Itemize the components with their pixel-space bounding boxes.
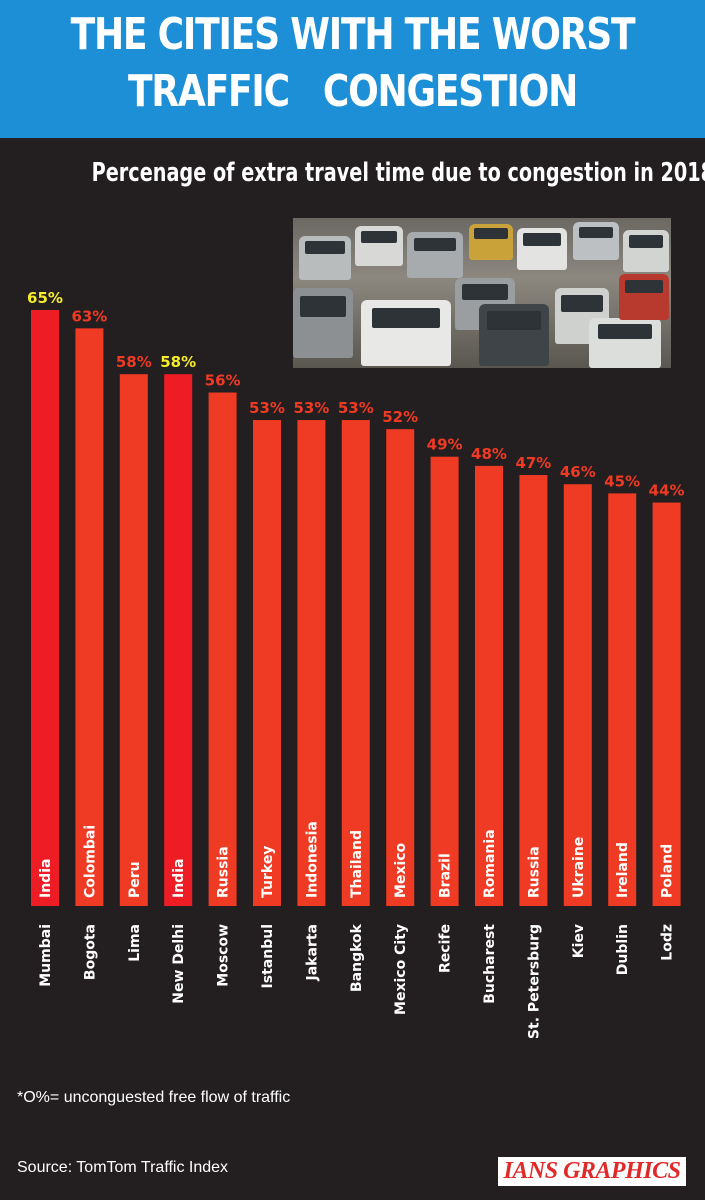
city-label-bangkok: Bangkok (349, 923, 365, 992)
value-label-lodz: 44% (649, 482, 685, 500)
bar-bucharest (475, 465, 503, 906)
city-label-new-delhi: New Delhi (171, 924, 187, 1004)
country-label-mumbai: India (38, 859, 54, 898)
bar-jakarta (297, 420, 326, 906)
country-label-lodz: Poland (660, 844, 676, 898)
value-label-kiev: 46% (560, 463, 596, 481)
country-label-bogota: Colombai (82, 825, 98, 898)
value-label-mumbai: 65% (27, 289, 63, 307)
country-label-kiev: Ukraine (571, 837, 587, 898)
country-label-recife: Brazil (438, 853, 454, 898)
title-line-1: THE CITIES WITH THE WORST (70, 9, 636, 60)
value-label-dublin: 45% (604, 472, 640, 490)
value-label-bucharest: 48% (471, 445, 507, 463)
city-label-dublin: Dublin (615, 924, 631, 975)
city-label-lima: Lima (127, 924, 143, 962)
value-label-jakarta: 53% (293, 399, 329, 417)
bar-moscow (208, 392, 237, 906)
ians-graphics-logo: IANS GRAPHICS (498, 1157, 686, 1186)
city-label-istanbul: Istanbul (260, 924, 276, 988)
value-label-moscow: 56% (205, 372, 241, 390)
city-label-st-petersburg: St. Petersburg (526, 924, 542, 1039)
bar-dublin (608, 493, 637, 906)
value-label-mexico-city: 52% (382, 408, 418, 426)
value-label-new-delhi: 58% (160, 353, 196, 371)
city-label-mumbai: Mumbai (38, 924, 54, 987)
title-banner: THE CITIES WITH THE WORST TRAFFIC CONGES… (0, 0, 705, 138)
country-label-dublin: Ireland (615, 842, 631, 898)
value-label-istanbul: 53% (249, 399, 285, 417)
city-label-bogota: Bogota (82, 924, 98, 980)
bar-mexico-city (386, 429, 415, 906)
value-label-lima: 58% (116, 353, 152, 371)
footnote: *O%= unconguested free flow of traffic (17, 1089, 291, 1106)
country-label-new-delhi: India (171, 859, 187, 898)
city-label-recife: Recife (438, 924, 454, 973)
bar-mumbai (31, 310, 59, 906)
country-label-moscow: Russia (216, 846, 232, 898)
city-label-kiev: Kiev (571, 924, 587, 958)
bar-kiev (563, 484, 592, 906)
chart-subtitle: Percenage of extra travel time due to co… (91, 158, 705, 188)
bar-istanbul (253, 420, 281, 906)
page-title: THE CITIES WITH THE WORST TRAFFIC CONGES… (63, 0, 641, 120)
city-label-bucharest: Bucharest (482, 924, 498, 1004)
value-label-recife: 49% (427, 436, 463, 454)
country-label-bucharest: Romania (482, 829, 498, 898)
source-note: Source: TomTom Traffic Index (17, 1159, 229, 1176)
bar-lima (119, 374, 148, 907)
city-label-mexico-city: Mexico City (393, 924, 409, 1015)
city-label-moscow: Moscow (216, 924, 232, 987)
country-label-jakarta: Indonesia (304, 821, 320, 898)
country-label-mexico-city: Mexico (393, 842, 409, 898)
bar-recife (430, 456, 459, 906)
country-label-bangkok: Thailand (349, 830, 365, 898)
country-label-istanbul: Turkey (260, 846, 276, 898)
value-label-bogota: 63% (71, 307, 107, 325)
bar-bogota (75, 328, 104, 906)
country-label-st-petersburg: Russia (526, 846, 542, 898)
value-label-st-petersburg: 47% (515, 454, 551, 472)
city-label-lodz: Lodz (660, 924, 676, 961)
bar-lodz (652, 502, 681, 906)
city-label-jakarta: Jakarta (304, 924, 320, 981)
traffic-photo (293, 218, 671, 368)
bar-bangkok (341, 420, 370, 906)
value-label-bangkok: 53% (338, 399, 374, 417)
bar-new-delhi (164, 374, 193, 907)
title-line-2: TRAFFIC CONGESTION (127, 66, 578, 117)
bar-st-petersburg (519, 475, 548, 906)
country-label-lima: Peru (127, 861, 143, 898)
